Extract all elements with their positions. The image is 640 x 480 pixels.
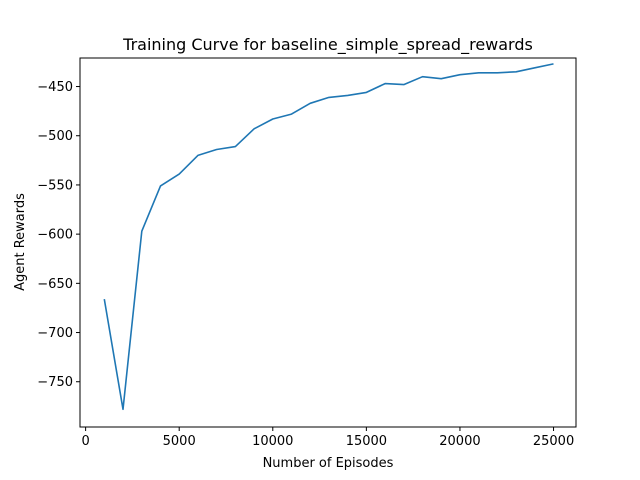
y-tick-label: −700 [37,326,73,341]
x-tick-label: 10000 [252,434,293,449]
y-tick-label: −750 [37,375,73,390]
y-tick-label: −500 [37,129,73,144]
y-tick-label: −450 [37,80,73,95]
y-axis: −750 −700 −650 −600 −550 −500 −450 [37,80,80,390]
x-tick-label: 5000 [163,434,196,449]
x-axis-label: Number of Episodes [263,456,394,471]
y-tick-label: −650 [37,277,73,292]
x-tick-label: 15000 [346,434,387,449]
x-axis: 0 5000 10000 15000 20000 25000 [81,427,574,449]
y-axis-label: Agent Rewards [13,193,28,291]
plot-area [103,63,554,411]
chart-title: Training Curve for baseline_simple_sprea… [122,35,533,55]
x-tick-label: 25000 [533,434,574,449]
x-tick-label: 0 [81,434,89,449]
series-line-0 [103,63,554,411]
y-tick-label: −600 [37,228,73,243]
axes-frame [79,57,577,428]
y-tick-label: −550 [37,178,73,193]
x-tick-label: 20000 [439,434,480,449]
